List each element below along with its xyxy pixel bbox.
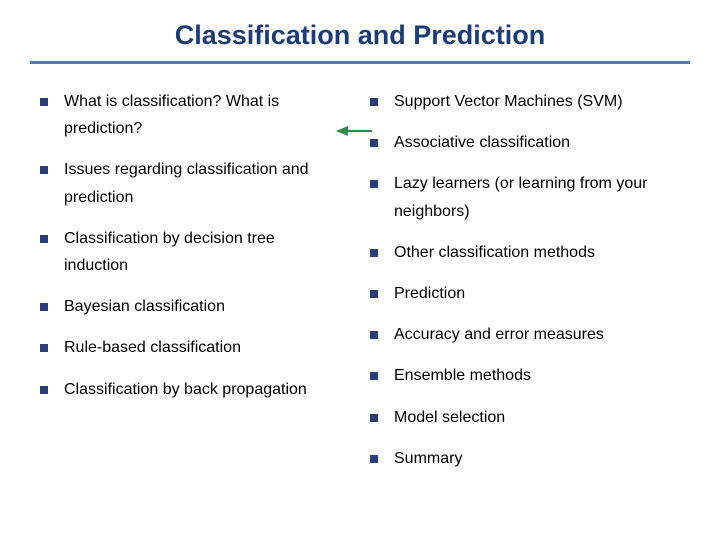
list-item-text: Summary bbox=[394, 445, 670, 472]
square-bullet-icon bbox=[370, 180, 378, 188]
list-item: Classification by decision tree inductio… bbox=[40, 225, 340, 279]
right-column: Support Vector Machines (SVM) Associativ… bbox=[370, 88, 670, 486]
content-columns: What is classification? What is predicti… bbox=[40, 88, 680, 486]
list-item-text: What is classification? What is predicti… bbox=[64, 88, 340, 142]
square-bullet-icon bbox=[40, 98, 48, 106]
list-item-text: Classification by decision tree inductio… bbox=[64, 225, 340, 279]
list-item-text: Associative classification bbox=[394, 129, 670, 156]
list-item: Accuracy and error measures bbox=[370, 321, 670, 348]
list-item-text: Lazy learners (or learning from your nei… bbox=[394, 170, 670, 224]
square-bullet-icon bbox=[40, 235, 48, 243]
list-item: Classification by back propagation bbox=[40, 376, 340, 403]
list-item-text: Accuracy and error measures bbox=[394, 321, 670, 348]
square-bullet-icon bbox=[370, 290, 378, 298]
square-bullet-icon bbox=[40, 303, 48, 311]
list-item-text: Rule-based classification bbox=[64, 334, 340, 361]
list-item-text: Ensemble methods bbox=[394, 362, 670, 389]
square-bullet-icon bbox=[40, 166, 48, 174]
list-item-text: Bayesian classification bbox=[64, 293, 340, 320]
square-bullet-icon bbox=[370, 331, 378, 339]
list-item-text: Prediction bbox=[394, 280, 670, 307]
list-item-text: Classification by back propagation bbox=[64, 376, 340, 403]
square-bullet-icon bbox=[40, 386, 48, 394]
list-item: Lazy learners (or learning from your nei… bbox=[370, 170, 670, 224]
left-column: What is classification? What is predicti… bbox=[40, 88, 340, 486]
list-item: Associative classification bbox=[370, 129, 670, 156]
list-item-text: Issues regarding classification and pred… bbox=[64, 156, 340, 210]
square-bullet-icon bbox=[370, 455, 378, 463]
list-item: Ensemble methods bbox=[370, 362, 670, 389]
square-bullet-icon bbox=[370, 249, 378, 257]
slide-title: Classification and Prediction bbox=[40, 20, 680, 51]
arrow-indicator-icon bbox=[336, 124, 372, 138]
square-bullet-icon bbox=[370, 139, 378, 147]
list-item: Model selection bbox=[370, 404, 670, 431]
list-item-text: Support Vector Machines (SVM) bbox=[394, 88, 670, 115]
list-item: Summary bbox=[370, 445, 670, 472]
list-item-text: Model selection bbox=[394, 404, 670, 431]
list-item: Rule-based classification bbox=[40, 334, 340, 361]
list-item: What is classification? What is predicti… bbox=[40, 88, 340, 142]
square-bullet-icon bbox=[370, 372, 378, 380]
square-bullet-icon bbox=[40, 344, 48, 352]
list-item: Other classification methods bbox=[370, 239, 670, 266]
list-item: Bayesian classification bbox=[40, 293, 340, 320]
list-item-text: Other classification methods bbox=[394, 239, 670, 266]
square-bullet-icon bbox=[370, 98, 378, 106]
list-item: Support Vector Machines (SVM) bbox=[370, 88, 670, 115]
list-item: Issues regarding classification and pred… bbox=[40, 156, 340, 210]
list-item: Prediction bbox=[370, 280, 670, 307]
square-bullet-icon bbox=[370, 414, 378, 422]
title-divider bbox=[30, 61, 690, 64]
